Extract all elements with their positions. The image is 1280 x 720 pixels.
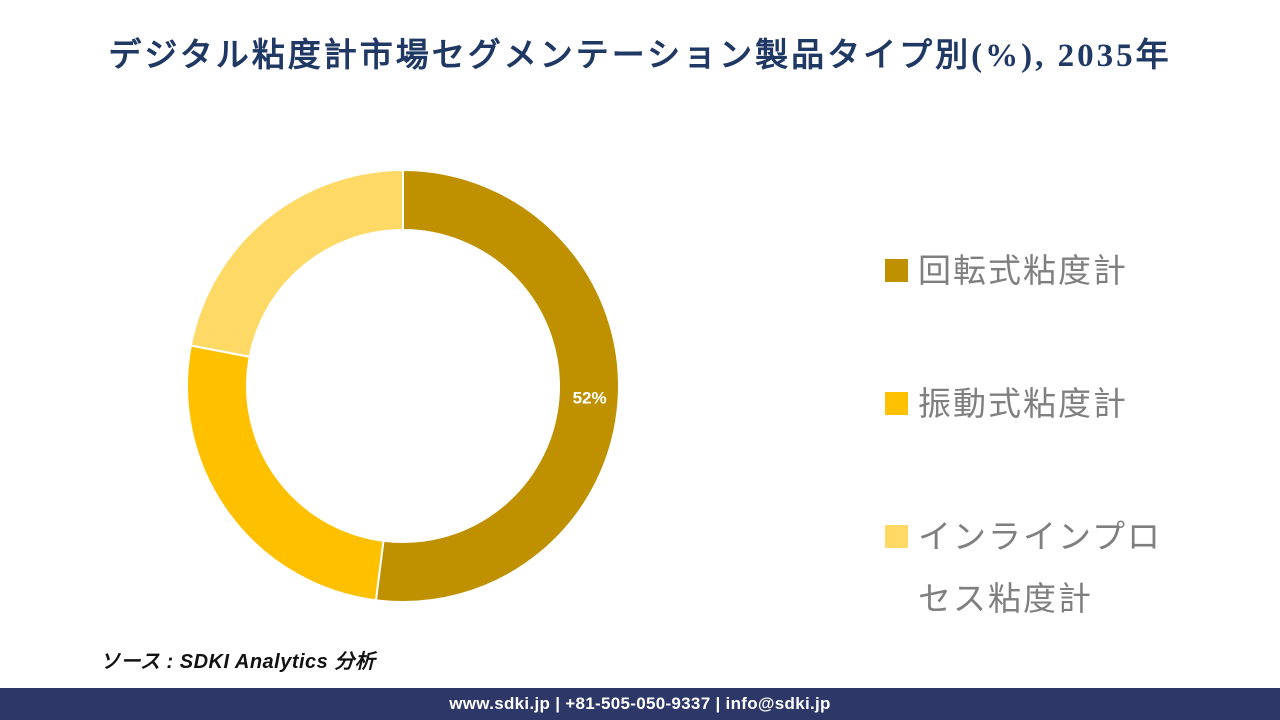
legend-item-label: 回転式粘度計: [918, 252, 1128, 289]
footer-contact-text: www.sdki.jp | +81-505-050-9337 | info@sd…: [449, 694, 831, 713]
chart-legend: 回転式粘度計 振動式粘度計 インラインプロセス粘度計: [885, 240, 1187, 701]
legend-item-vibration: 振動式粘度計: [885, 373, 1187, 435]
legend-marker-icon: [885, 259, 908, 282]
legend-item-label: インラインプロセス粘度計: [918, 518, 1163, 617]
source-note: ソース : SDKI Analytics 分析: [100, 651, 376, 673]
donut-segment-2: [186, 344, 385, 602]
legend-marker-icon: [885, 525, 908, 548]
legend-marker-icon: [885, 392, 908, 415]
footer-bar: www.sdki.jp | +81-505-050-9337 | info@sd…: [0, 688, 1280, 720]
donut-segment-3: [189, 168, 404, 358]
donut-segment-1: [374, 168, 620, 603]
legend-item-inline-process: インラインプロセス粘度計: [885, 506, 1187, 630]
chart-title: デジタル粘度計市場セグメンテーション製品タイプ別(%), 2035年: [108, 38, 1172, 74]
legend-item-rotational: 回転式粘度計: [885, 240, 1187, 302]
donut-chart: 52%: [186, 168, 620, 603]
legend-item-label: 振動式粘度計: [918, 385, 1128, 422]
donut-data-label: 52%: [573, 389, 607, 408]
